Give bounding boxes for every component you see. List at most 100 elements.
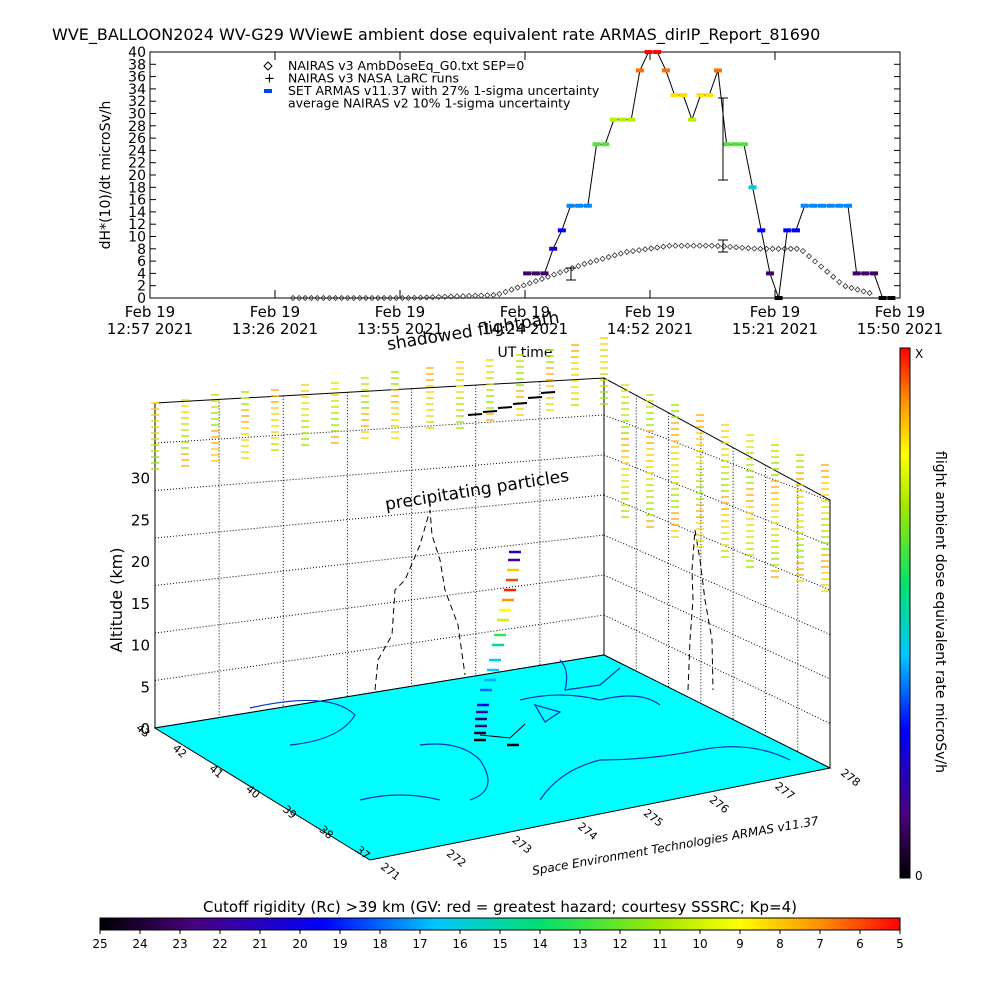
y-tick-label: 38 [128, 57, 146, 73]
y-tick-label: 20 [128, 168, 146, 184]
armas-point [878, 296, 887, 300]
nairas-point [368, 294, 376, 302]
rigidity-tick-label: 7 [816, 937, 824, 951]
armas-point [783, 228, 792, 233]
nairas-point [830, 273, 837, 280]
nairas-point [745, 245, 752, 252]
shadow-back [374, 509, 466, 691]
nairas-point [557, 269, 564, 276]
armas-point [583, 203, 592, 208]
legend-blue-dash [264, 89, 272, 93]
x-tick-time: 15:21 2021 [732, 320, 818, 338]
armas-point [817, 203, 826, 208]
nairas-point [417, 294, 424, 301]
armas-point [523, 271, 532, 276]
x-tick-date: Feb 19 [625, 303, 675, 321]
flightpath-mark [482, 410, 498, 413]
nairas-point [569, 265, 576, 272]
longitude-tick-label: 272 [444, 847, 469, 870]
nairas-point [787, 245, 794, 252]
nairas-point [739, 244, 746, 251]
longitude-tick-label: 277 [772, 780, 797, 803]
x-tick-time: 15:50 2021 [857, 320, 943, 338]
rigidity-tick-label: 23 [172, 937, 187, 951]
x-tick-time: 14:52 2021 [607, 320, 693, 338]
flightpath-mark [497, 406, 513, 409]
longitude-tick-label: 273 [510, 833, 535, 856]
nairas-point [805, 253, 813, 260]
nairas-point [696, 242, 703, 249]
nairas-point [751, 245, 758, 252]
longitude-tick-label: 275 [641, 806, 666, 829]
nairas-point [320, 294, 327, 302]
x-tick-date: Feb 19 [750, 303, 800, 321]
armas-point [705, 93, 714, 98]
rigidity-tick-label: 18 [372, 937, 387, 951]
armas-point [826, 203, 835, 208]
nairas-point [799, 247, 806, 255]
nairas-point [405, 294, 412, 302]
floor-path [479, 723, 526, 739]
flightpath-mark [540, 391, 556, 394]
nairas-point [472, 292, 479, 299]
nairas-point [866, 290, 873, 297]
x-axis-label: UT time [498, 345, 553, 361]
credit-text: Space Environment Technologies ARMAS v11… [531, 814, 820, 878]
nairas-point [708, 242, 715, 249]
armas-point [748, 185, 757, 190]
altitude-tick-label: 5 [140, 678, 150, 696]
altitude-tick-label: 20 [131, 553, 150, 571]
nairas-model-series [289, 242, 873, 302]
armas-point [809, 203, 818, 208]
trajectory-3d-panel: 0510152025304342414039383727127227327427… [107, 308, 863, 883]
cutoff-rigidity-ticks: 25 24 23 22 21 20 19 18 17 16 15 14 13 12 11 10 9 8 7 6 5 [92, 930, 904, 951]
y-tick-label: 14 [128, 205, 146, 221]
armas-point [540, 271, 549, 276]
nairas-point [302, 294, 309, 302]
nairas-point [757, 245, 764, 252]
longitude-tick-label: 278 [838, 766, 863, 789]
dose-colorbar-gradient [899, 347, 911, 879]
nairas-point [842, 283, 849, 290]
nairas-point [769, 245, 776, 252]
nairas-point [374, 294, 382, 302]
nairas-point [623, 248, 630, 255]
altitude-tick-label: 10 [131, 637, 150, 655]
y-tick-label: 4 [137, 266, 146, 282]
armas-point [861, 271, 870, 276]
y-tick-label: 24 [128, 143, 146, 159]
rigidity-tick-label: 11 [652, 937, 667, 951]
rigidity-tick-label: 16 [452, 937, 467, 951]
nairas-point [338, 294, 345, 302]
nairas-point [296, 294, 303, 302]
nairas-point [441, 293, 448, 300]
armas-point [722, 142, 731, 147]
legend-entry: NAIRAS v3 NASA LaRC runs [288, 71, 459, 86]
nairas-point [387, 294, 394, 302]
x-tick-date: Feb 19 [375, 303, 425, 321]
nairas-point [484, 292, 491, 299]
nairas-point [344, 294, 351, 302]
nairas-point [672, 242, 679, 249]
nairas-point [362, 294, 369, 302]
nairas-point [308, 294, 315, 302]
x-tick-time: 14:24 2021 [482, 320, 568, 338]
nairas-point [435, 293, 442, 301]
nairas-point [453, 293, 461, 300]
nairas-point [490, 291, 497, 299]
y-tick-label: 16 [128, 193, 146, 209]
flightpath-mark [512, 402, 528, 405]
nairas-point [423, 294, 430, 301]
nairas-point [666, 242, 673, 249]
rigidity-tick-label: 21 [252, 937, 267, 951]
legend-diamond [263, 61, 273, 71]
armas-point [575, 203, 584, 208]
armas-point [627, 117, 636, 122]
armas-point [731, 142, 740, 147]
armas-series [523, 50, 896, 300]
y-tick-label: 0 [137, 291, 146, 307]
nairas-point [508, 286, 515, 293]
y-tick-label: 18 [128, 180, 146, 196]
